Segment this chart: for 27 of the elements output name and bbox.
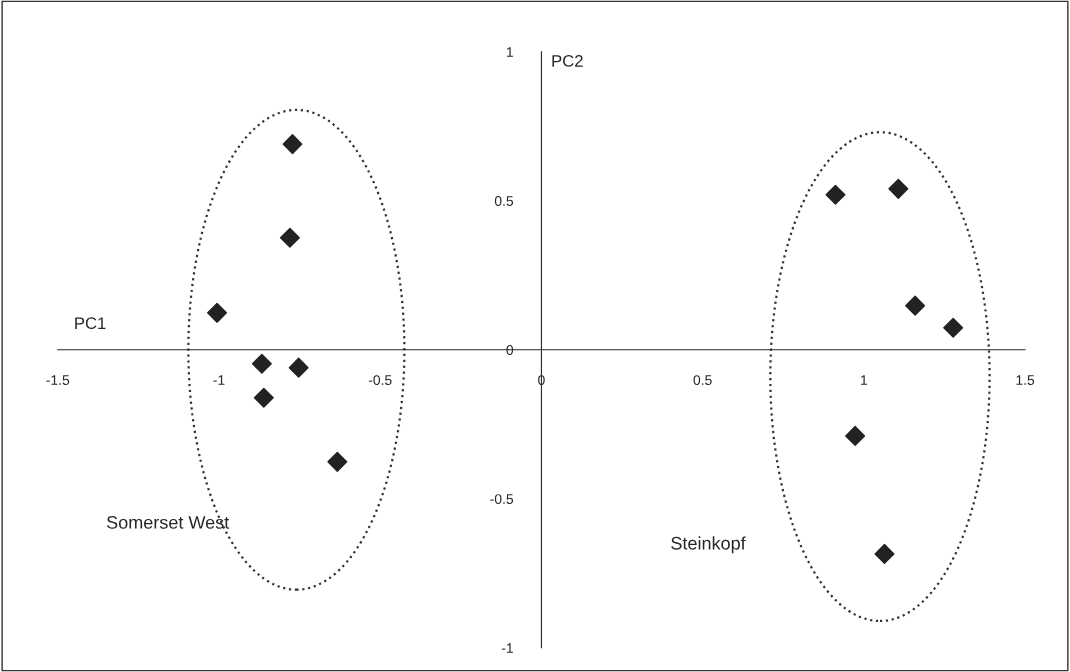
point	[253, 387, 274, 408]
point	[874, 543, 895, 564]
annotation: Somerset West	[106, 515, 230, 529]
x-tick-label: -0.5	[368, 375, 392, 385]
point	[279, 227, 300, 248]
point	[207, 302, 228, 323]
point	[888, 178, 909, 199]
x-tick-label: 1.5	[1016, 375, 1035, 385]
y-tick-label: -0.5	[490, 494, 514, 504]
point	[905, 295, 926, 316]
x-tick-label: 1	[861, 375, 868, 385]
point	[282, 134, 303, 155]
y-tick-label: 1	[506, 47, 513, 57]
annotation: Steinkopf	[671, 536, 746, 554]
x-tick-label: -1	[213, 375, 225, 385]
point	[943, 317, 964, 338]
point	[327, 451, 348, 472]
point	[251, 353, 272, 374]
x-tick-label: -1.5	[46, 375, 70, 385]
annotation: PC1	[75, 317, 106, 330]
point	[845, 425, 866, 446]
y-tick-label: 0.5	[494, 196, 514, 206]
point	[288, 357, 309, 378]
point	[825, 184, 846, 205]
x-tick-label: 0.5	[693, 375, 712, 385]
y-tick-label: -1	[501, 643, 513, 653]
annotation: PC2	[552, 55, 583, 67]
